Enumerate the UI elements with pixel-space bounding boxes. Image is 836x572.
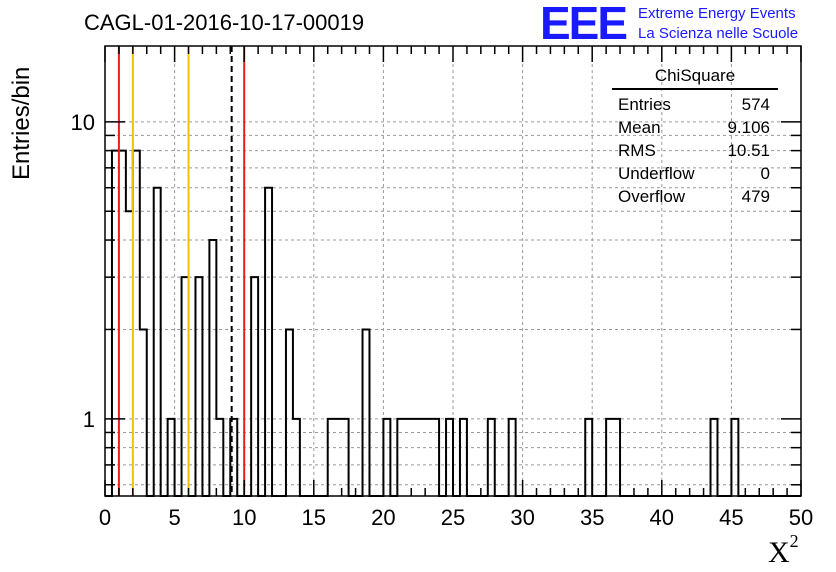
x-tick-label: 30 (510, 505, 534, 530)
histogram-bin (411, 419, 418, 496)
stats-row-overflow: Overflow 479 (612, 185, 778, 208)
histogram-bin (112, 151, 119, 496)
histogram-bin (460, 419, 467, 496)
histogram-bin (432, 419, 439, 496)
reference-lines (117, 46, 246, 496)
y-tick-label: 10 (71, 110, 95, 135)
eee-logo-mark: EEE (540, 0, 628, 49)
histogram-bin (488, 419, 495, 496)
histogram-bin (216, 419, 223, 496)
x-tick-label: 5 (168, 505, 180, 530)
histogram-bin (286, 329, 293, 496)
stats-value: 0 (760, 164, 770, 183)
histogram-bin (182, 277, 189, 496)
x-tick-label: 50 (789, 505, 813, 530)
histogram-bin (265, 188, 272, 496)
histogram-bin (293, 419, 300, 496)
histogram-bin (711, 419, 718, 496)
histogram-bin (126, 211, 133, 496)
stats-label: Underflow (618, 164, 695, 183)
histogram-bin (251, 277, 258, 496)
histogram-bin (168, 419, 175, 496)
y-tick-label: 1 (83, 407, 95, 432)
y-axis-label: Entries/bin (8, 66, 35, 180)
x-tick-label: 25 (441, 505, 465, 530)
histogram-bin (731, 419, 738, 496)
x-tick-label: 35 (580, 505, 604, 530)
x-axis-label: X2 (768, 531, 799, 570)
histogram-bin (133, 151, 140, 496)
histogram-bin (585, 419, 592, 496)
x-tick-label: 20 (371, 505, 395, 530)
x-tick-label: 45 (719, 505, 743, 530)
eee-logo: EEE Extreme Energy Events La Scienza nel… (540, 0, 836, 49)
histogram-bin (154, 188, 161, 496)
histogram-bin (509, 419, 516, 496)
histogram-bin (363, 329, 370, 496)
stats-label: RMS (618, 141, 656, 160)
histogram-bin (335, 419, 342, 496)
x-tick-label: 0 (99, 505, 111, 530)
tick-labels: 0 5 10 15 20 25 30 35 40 45 50 1 10 (71, 110, 814, 530)
stats-title: ChiSquare (612, 66, 778, 90)
histogram-bin (404, 419, 411, 496)
histogram-bin (606, 419, 613, 496)
x-tick-label: 40 (650, 505, 674, 530)
x-axis-label-sup: 2 (789, 531, 799, 551)
stats-box: ChiSquare Entries 574 Mean 9.106 RMS 10.… (612, 66, 778, 208)
histogram-bin (383, 419, 390, 496)
axis-ticks (104, 46, 802, 496)
x-axis-label-base: X (768, 536, 790, 569)
stats-row-underflow: Underflow 0 (612, 162, 778, 185)
stats-row-mean: Mean 9.106 (612, 116, 778, 139)
x-tick-label: 15 (302, 505, 326, 530)
histogram-bin (613, 419, 620, 496)
stats-label: Mean (618, 118, 661, 137)
stats-label: Overflow (618, 187, 686, 206)
histogram-bin (119, 151, 126, 496)
stats-label: Entries (618, 95, 671, 114)
logo-line-1: Extreme Energy Events (638, 5, 796, 22)
histogram-bin (209, 240, 216, 496)
stats-value: 574 (741, 95, 770, 114)
histogram-bin (342, 419, 349, 496)
histogram-bin (446, 419, 453, 496)
histogram-bin (418, 419, 425, 496)
stats-row-rms: RMS 10.51 (612, 139, 778, 162)
stats-row-entries: Entries 574 (612, 93, 778, 116)
histogram-bin (140, 329, 147, 496)
histogram-bin (397, 419, 404, 496)
stats-value: 479 (741, 187, 770, 206)
histogram-bin (195, 277, 202, 496)
histogram-bin (328, 419, 335, 496)
logo-line-2: La Scienza nelle Scuole (638, 25, 799, 42)
x-tick-label: 10 (232, 505, 256, 530)
stats-value: 10.51 (727, 141, 770, 160)
stats-value: 9.106 (727, 118, 770, 137)
histogram-bin (425, 419, 432, 496)
chart-title: CAGL-01-2016-10-17-00019 (84, 10, 365, 35)
